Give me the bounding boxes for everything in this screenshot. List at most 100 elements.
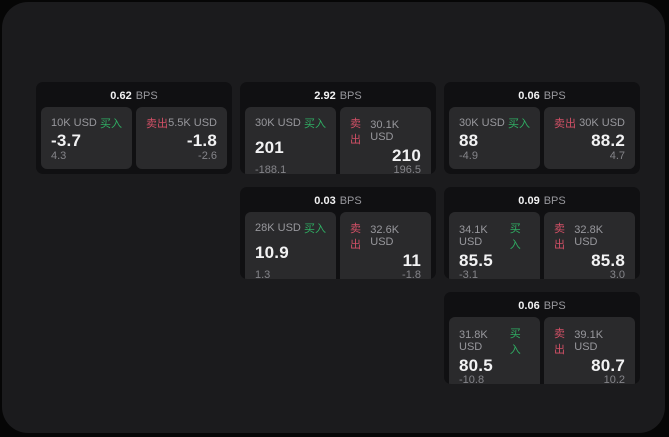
sell-pane[interactable]: 卖出 39.1K USD 80.7 10.2 (544, 317, 635, 384)
spread-header: 0.03 BPS (240, 187, 436, 212)
sell-size: 30K USD (579, 117, 625, 129)
sell-pane-top: 卖出 32.8K USD (554, 220, 625, 252)
buy-size: 31.8K USD (459, 329, 488, 353)
spread-header: 0.09 BPS (444, 187, 640, 212)
buy-pane-top: 30K USD 买入 (459, 115, 530, 131)
spread-value: 2.92 (314, 89, 336, 102)
buy-pane[interactable]: 28K USD 买入 10.9 1.3 (245, 212, 336, 279)
buy-size: 30K USD (255, 117, 301, 129)
sell-tag: 卖出 (554, 223, 565, 251)
buy-tag: 买入 (100, 118, 122, 130)
buy-pane-top: 34.1K USD 买入 (459, 220, 530, 252)
sell-pane[interactable]: 卖出 32.8K USD 85.8 3.0 (544, 212, 635, 279)
quote-panes: 28K USD 买入 10.9 1.3 卖出 32.6K USD 11 -1.8 (240, 212, 436, 279)
buy-change: -188.1 (255, 164, 287, 174)
buy-size: 28K USD (255, 222, 301, 234)
sell-change: 196.5 (393, 164, 421, 174)
sell-price: 80.7 (591, 356, 625, 375)
buy-pane[interactable]: 34.1K USD 买入 85.5 -3.1 (449, 212, 540, 279)
buy-pane-top: 28K USD 买入 (255, 220, 326, 236)
buy-price: 88 (459, 131, 479, 150)
sell-price: 210 (392, 146, 421, 165)
sell-change: 10.2 (603, 374, 625, 384)
buy-pane-top: 10K USD 买入 (51, 115, 122, 131)
quote-panes: 31.8K USD 买入 80.5 -10.8 卖出 39.1K USD 80.… (444, 317, 640, 384)
sell-pane[interactable]: 卖出 32.6K USD 11 -1.8 (340, 212, 431, 279)
sell-pane[interactable]: 卖出 30K USD 88.2 4.7 (544, 107, 635, 169)
sell-size: 39.1K USD (574, 329, 604, 353)
sell-pane[interactable]: 卖出 5.5K USD -1.8 -2.6 (136, 107, 227, 169)
sell-tag: 卖出 (146, 118, 168, 130)
buy-pane[interactable]: 30K USD 买入 201 -188.1 (245, 107, 336, 174)
spread-header: 0.06 BPS (444, 292, 640, 317)
quote-panes: 30K USD 买入 88 -4.9 卖出 30K USD 88.2 4.7 (444, 107, 640, 174)
sell-price: 88.2 (591, 131, 625, 150)
spread-unit: BPS (543, 194, 566, 207)
sell-size: 30.1K USD (370, 119, 400, 143)
sell-price: 11 (402, 251, 421, 270)
spread-value: 0.09 (518, 194, 540, 207)
sell-size: 32.8K USD (574, 224, 604, 248)
buy-price: -3.7 (51, 131, 82, 150)
spread-unit: BPS (339, 194, 362, 207)
buy-pane-top: 30K USD 买入 (255, 115, 326, 131)
sell-tag: 卖出 (350, 223, 361, 251)
spread-unit: BPS (135, 89, 158, 102)
sell-pane-top: 卖出 30K USD (554, 115, 625, 131)
sell-change: -2.6 (198, 150, 217, 162)
buy-pane[interactable]: 30K USD 买入 88 -4.9 (449, 107, 540, 169)
spread-unit: BPS (543, 299, 566, 312)
sell-pane[interactable]: 卖出 30.1K USD 210 196.5 (340, 107, 431, 174)
buy-size: 34.1K USD (459, 224, 488, 248)
quote-panes: 10K USD 买入 -3.7 4.3 卖出 5.5K USD -1.8 -2.… (36, 107, 232, 174)
sell-change: -1.8 (402, 269, 421, 279)
buy-price: 10.9 (255, 243, 289, 262)
quotes-grid: 0.62 BPS 10K USD 买入 -3.7 4.3 卖出 (36, 82, 640, 384)
sell-change: 4.7 (609, 150, 625, 162)
spread-header: 0.62 BPS (36, 82, 232, 107)
buy-tag: 买入 (304, 118, 326, 130)
buy-pane-top: 31.8K USD 买入 (459, 325, 530, 357)
sell-price: 85.8 (591, 251, 625, 270)
buy-pane[interactable]: 10K USD 买入 -3.7 4.3 (41, 107, 132, 169)
buy-size: 10K USD (51, 117, 97, 129)
buy-change: -3.1 (459, 269, 478, 279)
buy-change: 4.3 (51, 150, 67, 162)
sell-tag: 卖出 (554, 328, 565, 356)
sell-pane-top: 卖出 30.1K USD (350, 115, 421, 147)
sell-pane-top: 卖出 32.6K USD (350, 220, 421, 252)
buy-tag: 买入 (304, 223, 326, 235)
buy-tag: 买入 (509, 328, 521, 356)
sell-price: -1.8 (186, 131, 217, 150)
buy-size: 30K USD (459, 117, 505, 129)
sell-size: 5.5K USD (168, 117, 217, 129)
buy-pane[interactable]: 31.8K USD 买入 80.5 -10.8 (449, 317, 540, 384)
buy-tag: 买入 (509, 223, 521, 251)
quote-panes: 34.1K USD 买入 85.5 -3.1 卖出 32.8K USD 85.8… (444, 212, 640, 279)
buy-tag: 买入 (508, 118, 530, 130)
quote-card: 0.06 BPS 31.8K USD 买入 80.5 -10.8 卖 (444, 292, 640, 384)
spread-header: 0.06 BPS (444, 82, 640, 107)
sell-change: 3.0 (609, 269, 625, 279)
sell-pane-top: 卖出 39.1K USD (554, 325, 625, 357)
quote-card: 0.03 BPS 28K USD 买入 10.9 1.3 卖出 (240, 187, 436, 279)
sell-tag: 卖出 (350, 118, 361, 146)
spread-value: 0.06 (518, 299, 540, 312)
buy-change: 1.3 (255, 269, 271, 279)
spread-value: 0.06 (518, 89, 540, 102)
quote-card: 2.92 BPS 30K USD 买入 201 -188.1 卖出 (240, 82, 436, 174)
spread-unit: BPS (543, 89, 566, 102)
sell-tag: 卖出 (554, 118, 576, 130)
spread-value: 0.62 (110, 89, 132, 102)
buy-price: 85.5 (459, 251, 493, 270)
buy-change: -10.8 (459, 374, 485, 384)
app-window: 0.62 BPS 10K USD 买入 -3.7 4.3 卖出 (2, 2, 665, 433)
spread-unit: BPS (339, 89, 362, 102)
spread-value: 0.03 (314, 194, 336, 207)
quote-card: 0.06 BPS 30K USD 买入 88 -4.9 卖出 (444, 82, 640, 174)
quote-card: 0.62 BPS 10K USD 买入 -3.7 4.3 卖出 (36, 82, 232, 174)
quote-panes: 30K USD 买入 201 -188.1 卖出 30.1K USD 210 1… (240, 107, 436, 174)
quote-card: 0.09 BPS 34.1K USD 买入 85.5 -3.1 卖出 (444, 187, 640, 279)
spread-header: 2.92 BPS (240, 82, 436, 107)
